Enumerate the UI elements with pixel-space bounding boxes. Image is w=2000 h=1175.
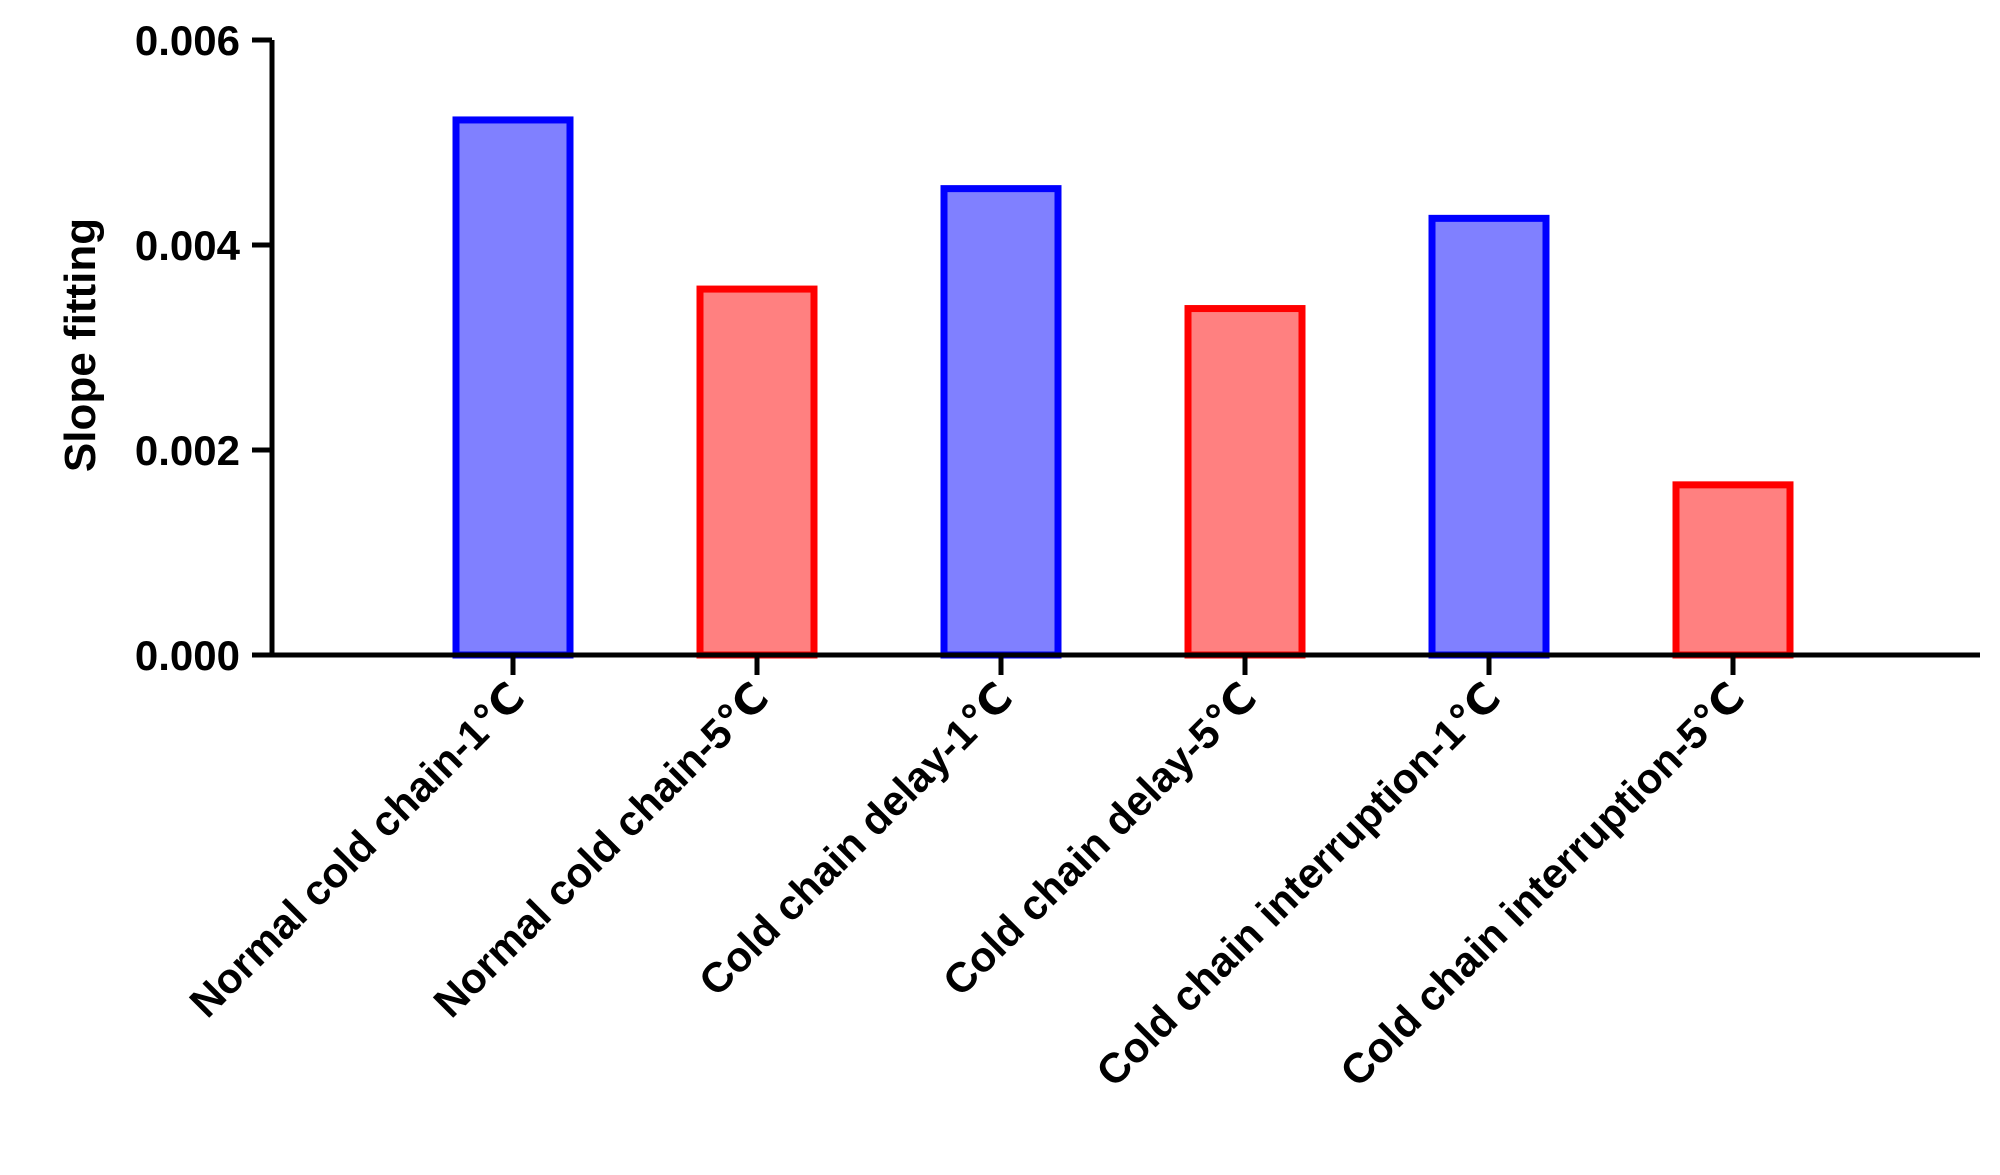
bar bbox=[940, 185, 1062, 659]
bar bbox=[696, 285, 818, 659]
y-axis-title: Slope fitting bbox=[56, 218, 105, 472]
y-tick-label: 0.000 bbox=[135, 632, 240, 679]
y-axis-ticks: 0.000 0.002 0.004 0.006 bbox=[135, 17, 272, 679]
x-tick-label: Cold chain interruption-5℃ bbox=[1331, 673, 1753, 1095]
bars bbox=[452, 116, 1794, 659]
bar bbox=[452, 116, 574, 659]
bar bbox=[1672, 481, 1794, 659]
y-tick-label: 0.002 bbox=[135, 427, 240, 474]
y-tick-label: 0.004 bbox=[135, 222, 241, 269]
y-tick-label: 0.006 bbox=[135, 17, 240, 64]
bar bbox=[1428, 214, 1550, 659]
bar bbox=[1184, 305, 1306, 659]
x-tick-label: Cold chain interruption-1℃ bbox=[1087, 673, 1509, 1095]
